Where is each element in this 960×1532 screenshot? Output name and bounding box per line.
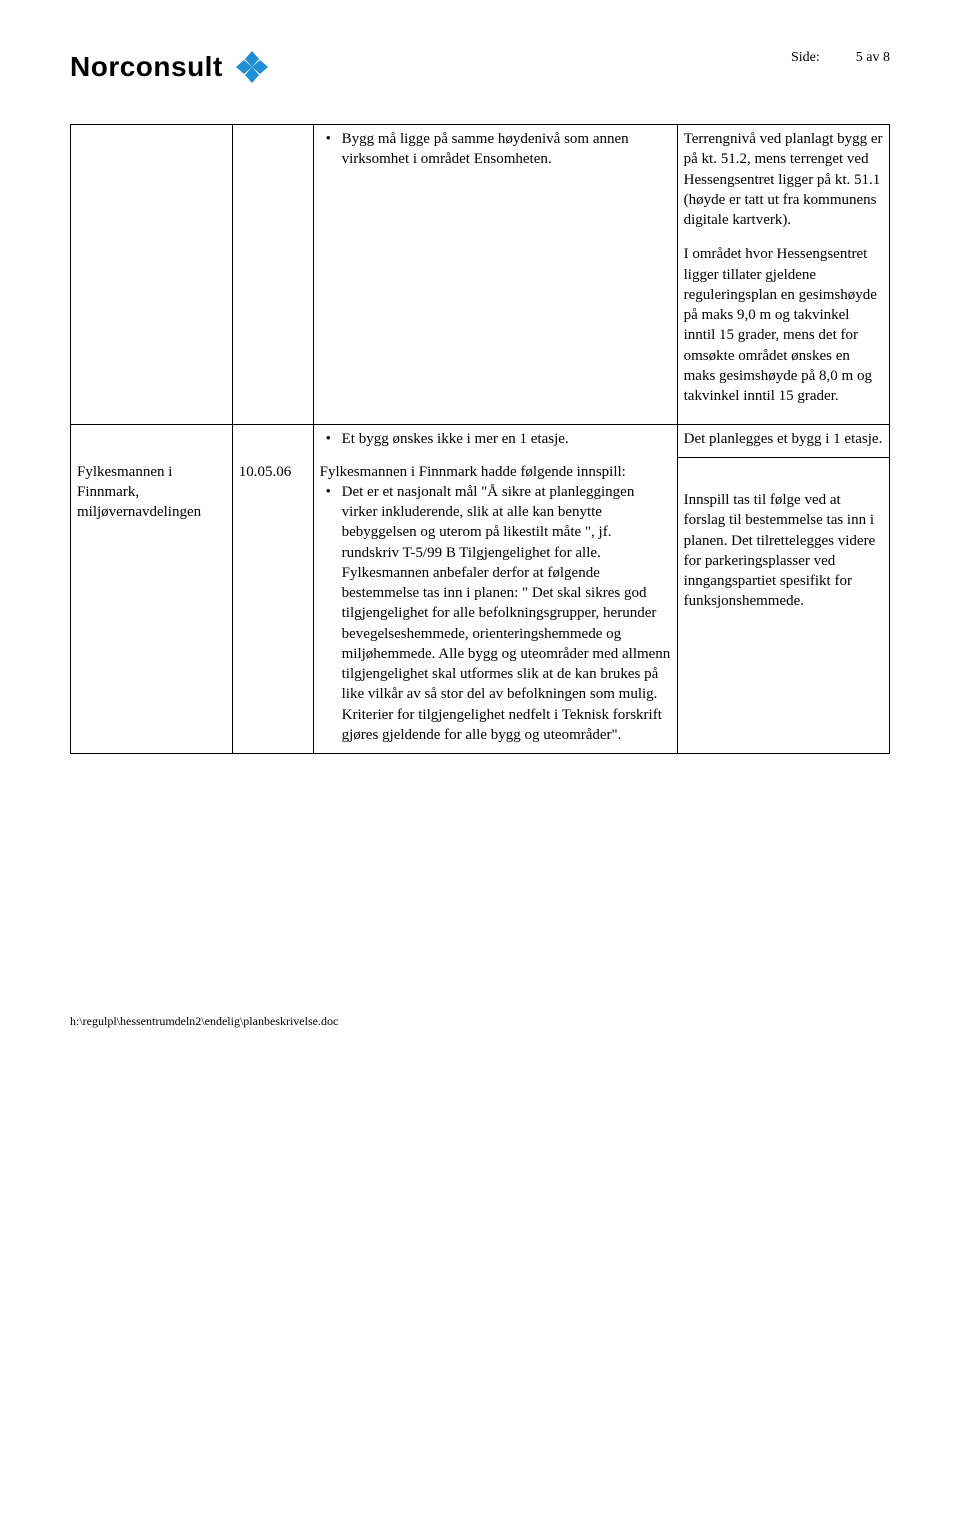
content-table: Bygg må ligge på samme høydenivå som ann… [70,124,890,754]
side-value: 5 av 8 [856,50,890,66]
cell-response: Innspill tas til følge ved at forslag ti… [677,458,889,754]
cell-empty [232,425,313,458]
side-label: Side: [791,50,820,66]
page-number: Side: 5 av 8 [791,50,890,66]
cell-empty [232,125,313,425]
cell-content: Et bygg ønskes ikke i mer en 1 etasje. [313,425,677,458]
cell-empty [71,125,233,425]
bullet-list: Det er et nasjonalt mål "Å sikre at plan… [320,482,671,745]
logo-icon [235,50,269,84]
cell-content: Fylkesmannen i Finnmark hadde følgende i… [313,458,677,754]
paragraph: Det planlegges et bygg i 1 etasje. [684,429,883,449]
table-row: Fylkesmannen i Finnmark, miljøvernavdeli… [71,458,890,754]
list-item: Det er et nasjonalt mål "Å sikre at plan… [342,482,671,745]
list-item: Bygg må ligge på samme høydenivå som ann… [342,129,671,170]
sender-name: Fylkesmannen i Finnmark, miljøvernavdeli… [77,462,226,523]
footer-path: h:\regulpl\hessentrumdeln2\endelig\planb… [70,1014,890,1029]
table-row: Et bygg ønskes ikke i mer en 1 etasje. D… [71,425,890,458]
paragraph: Innspill tas til følge ved at forslag ti… [684,490,883,612]
paragraph: Terrengnivå ved planlagt bygg er på kt. … [684,129,883,230]
bullet-list: Bygg må ligge på samme høydenivå som ann… [320,129,671,170]
cell-date: 10.05.06 [232,458,313,754]
list-item: Et bygg ønskes ikke i mer en 1 etasje. [342,429,671,449]
page-header: Norconsult Side: 5 av 8 [70,50,890,84]
bullet-list: Et bygg ønskes ikke i mer en 1 etasje. [320,429,671,449]
logo: Norconsult [70,50,269,84]
logo-text: Norconsult [70,51,223,83]
cell-response: Terrengnivå ved planlagt bygg er på kt. … [677,125,889,425]
cell-response: Det planlegges et bygg i 1 etasje. [677,425,889,458]
paragraph: I området hvor Hessengsentret ligger til… [684,244,883,406]
intro-text: Fylkesmannen i Finnmark hadde følgende i… [320,462,671,482]
cell-sender: Fylkesmannen i Finnmark, miljøvernavdeli… [71,458,233,754]
table-row: Bygg må ligge på samme høydenivå som ann… [71,125,890,425]
date-value: 10.05.06 [239,462,307,482]
cell-content: Bygg må ligge på samme høydenivå som ann… [313,125,677,425]
cell-empty [71,425,233,458]
